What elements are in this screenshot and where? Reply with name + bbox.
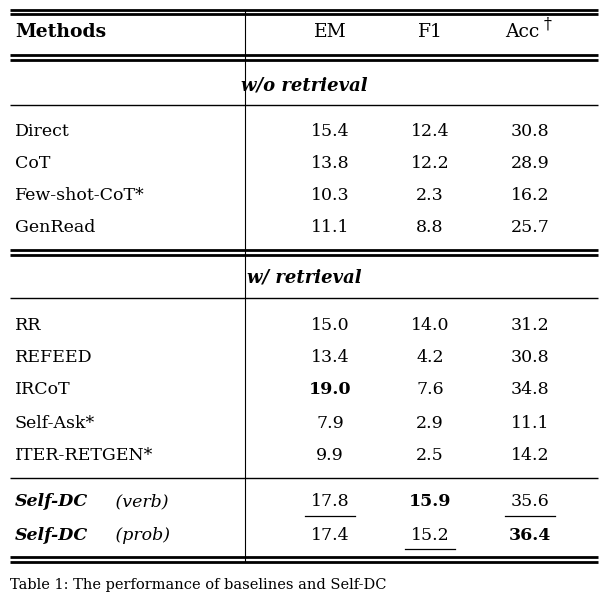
Text: 19.0: 19.0 bbox=[309, 382, 351, 398]
Text: 8.8: 8.8 bbox=[416, 219, 444, 236]
Text: 36.4: 36.4 bbox=[509, 526, 551, 544]
Text: 7.9: 7.9 bbox=[316, 414, 344, 432]
Text: 30.8: 30.8 bbox=[511, 123, 549, 139]
Text: 25.7: 25.7 bbox=[511, 219, 550, 236]
Text: 35.6: 35.6 bbox=[511, 493, 550, 511]
Text: 15.4: 15.4 bbox=[311, 123, 350, 139]
Text: EM: EM bbox=[314, 23, 347, 41]
Text: ITER-RETGEN*: ITER-RETGEN* bbox=[15, 447, 153, 463]
Text: 11.1: 11.1 bbox=[511, 414, 549, 432]
Text: 7.6: 7.6 bbox=[416, 382, 444, 398]
Text: 12.4: 12.4 bbox=[410, 123, 449, 139]
Text: Self-DC: Self-DC bbox=[15, 493, 88, 511]
Text: Self-DC: Self-DC bbox=[15, 526, 88, 544]
Text: 11.1: 11.1 bbox=[311, 219, 349, 236]
Text: 13.4: 13.4 bbox=[311, 349, 350, 367]
Text: 10.3: 10.3 bbox=[311, 188, 350, 205]
Text: IRCoT: IRCoT bbox=[15, 382, 71, 398]
Text: 17.4: 17.4 bbox=[311, 526, 350, 544]
Text: RR: RR bbox=[15, 316, 41, 334]
Text: Acc: Acc bbox=[505, 23, 539, 41]
Text: w/ retrieval: w/ retrieval bbox=[247, 269, 361, 287]
Text: Self-Ask*: Self-Ask* bbox=[15, 414, 95, 432]
Text: 14.2: 14.2 bbox=[511, 447, 549, 463]
Text: GenRead: GenRead bbox=[15, 219, 95, 236]
Text: 9.9: 9.9 bbox=[316, 447, 344, 463]
Text: w/o retrieval: w/o retrieval bbox=[241, 76, 367, 94]
Text: 16.2: 16.2 bbox=[511, 188, 549, 205]
Text: 14.0: 14.0 bbox=[411, 316, 449, 334]
Text: Few-shot-CoT*: Few-shot-CoT* bbox=[15, 188, 145, 205]
Text: 34.8: 34.8 bbox=[511, 382, 549, 398]
Text: 15.0: 15.0 bbox=[311, 316, 350, 334]
Text: Direct: Direct bbox=[15, 123, 70, 139]
Text: 2.3: 2.3 bbox=[416, 188, 444, 205]
Text: Table 1: The performance of baselines and Self-DC: Table 1: The performance of baselines an… bbox=[10, 578, 387, 592]
Text: CoT: CoT bbox=[15, 154, 50, 172]
Text: Methods: Methods bbox=[15, 23, 106, 41]
Text: 15.2: 15.2 bbox=[410, 526, 449, 544]
Text: 17.8: 17.8 bbox=[311, 493, 350, 511]
Text: (prob): (prob) bbox=[109, 526, 170, 544]
Text: 4.2: 4.2 bbox=[416, 349, 444, 367]
Text: 12.2: 12.2 bbox=[410, 154, 449, 172]
Text: 2.9: 2.9 bbox=[416, 414, 444, 432]
Text: 30.8: 30.8 bbox=[511, 349, 549, 367]
Text: REFEED: REFEED bbox=[15, 349, 92, 367]
Text: (verb): (verb) bbox=[109, 493, 168, 511]
Text: 28.9: 28.9 bbox=[511, 154, 550, 172]
Text: 31.2: 31.2 bbox=[511, 316, 550, 334]
Text: 13.8: 13.8 bbox=[311, 154, 350, 172]
Text: F1: F1 bbox=[418, 23, 443, 41]
Text: 15.9: 15.9 bbox=[409, 493, 451, 511]
Text: †: † bbox=[544, 16, 552, 32]
Text: 2.5: 2.5 bbox=[416, 447, 444, 463]
